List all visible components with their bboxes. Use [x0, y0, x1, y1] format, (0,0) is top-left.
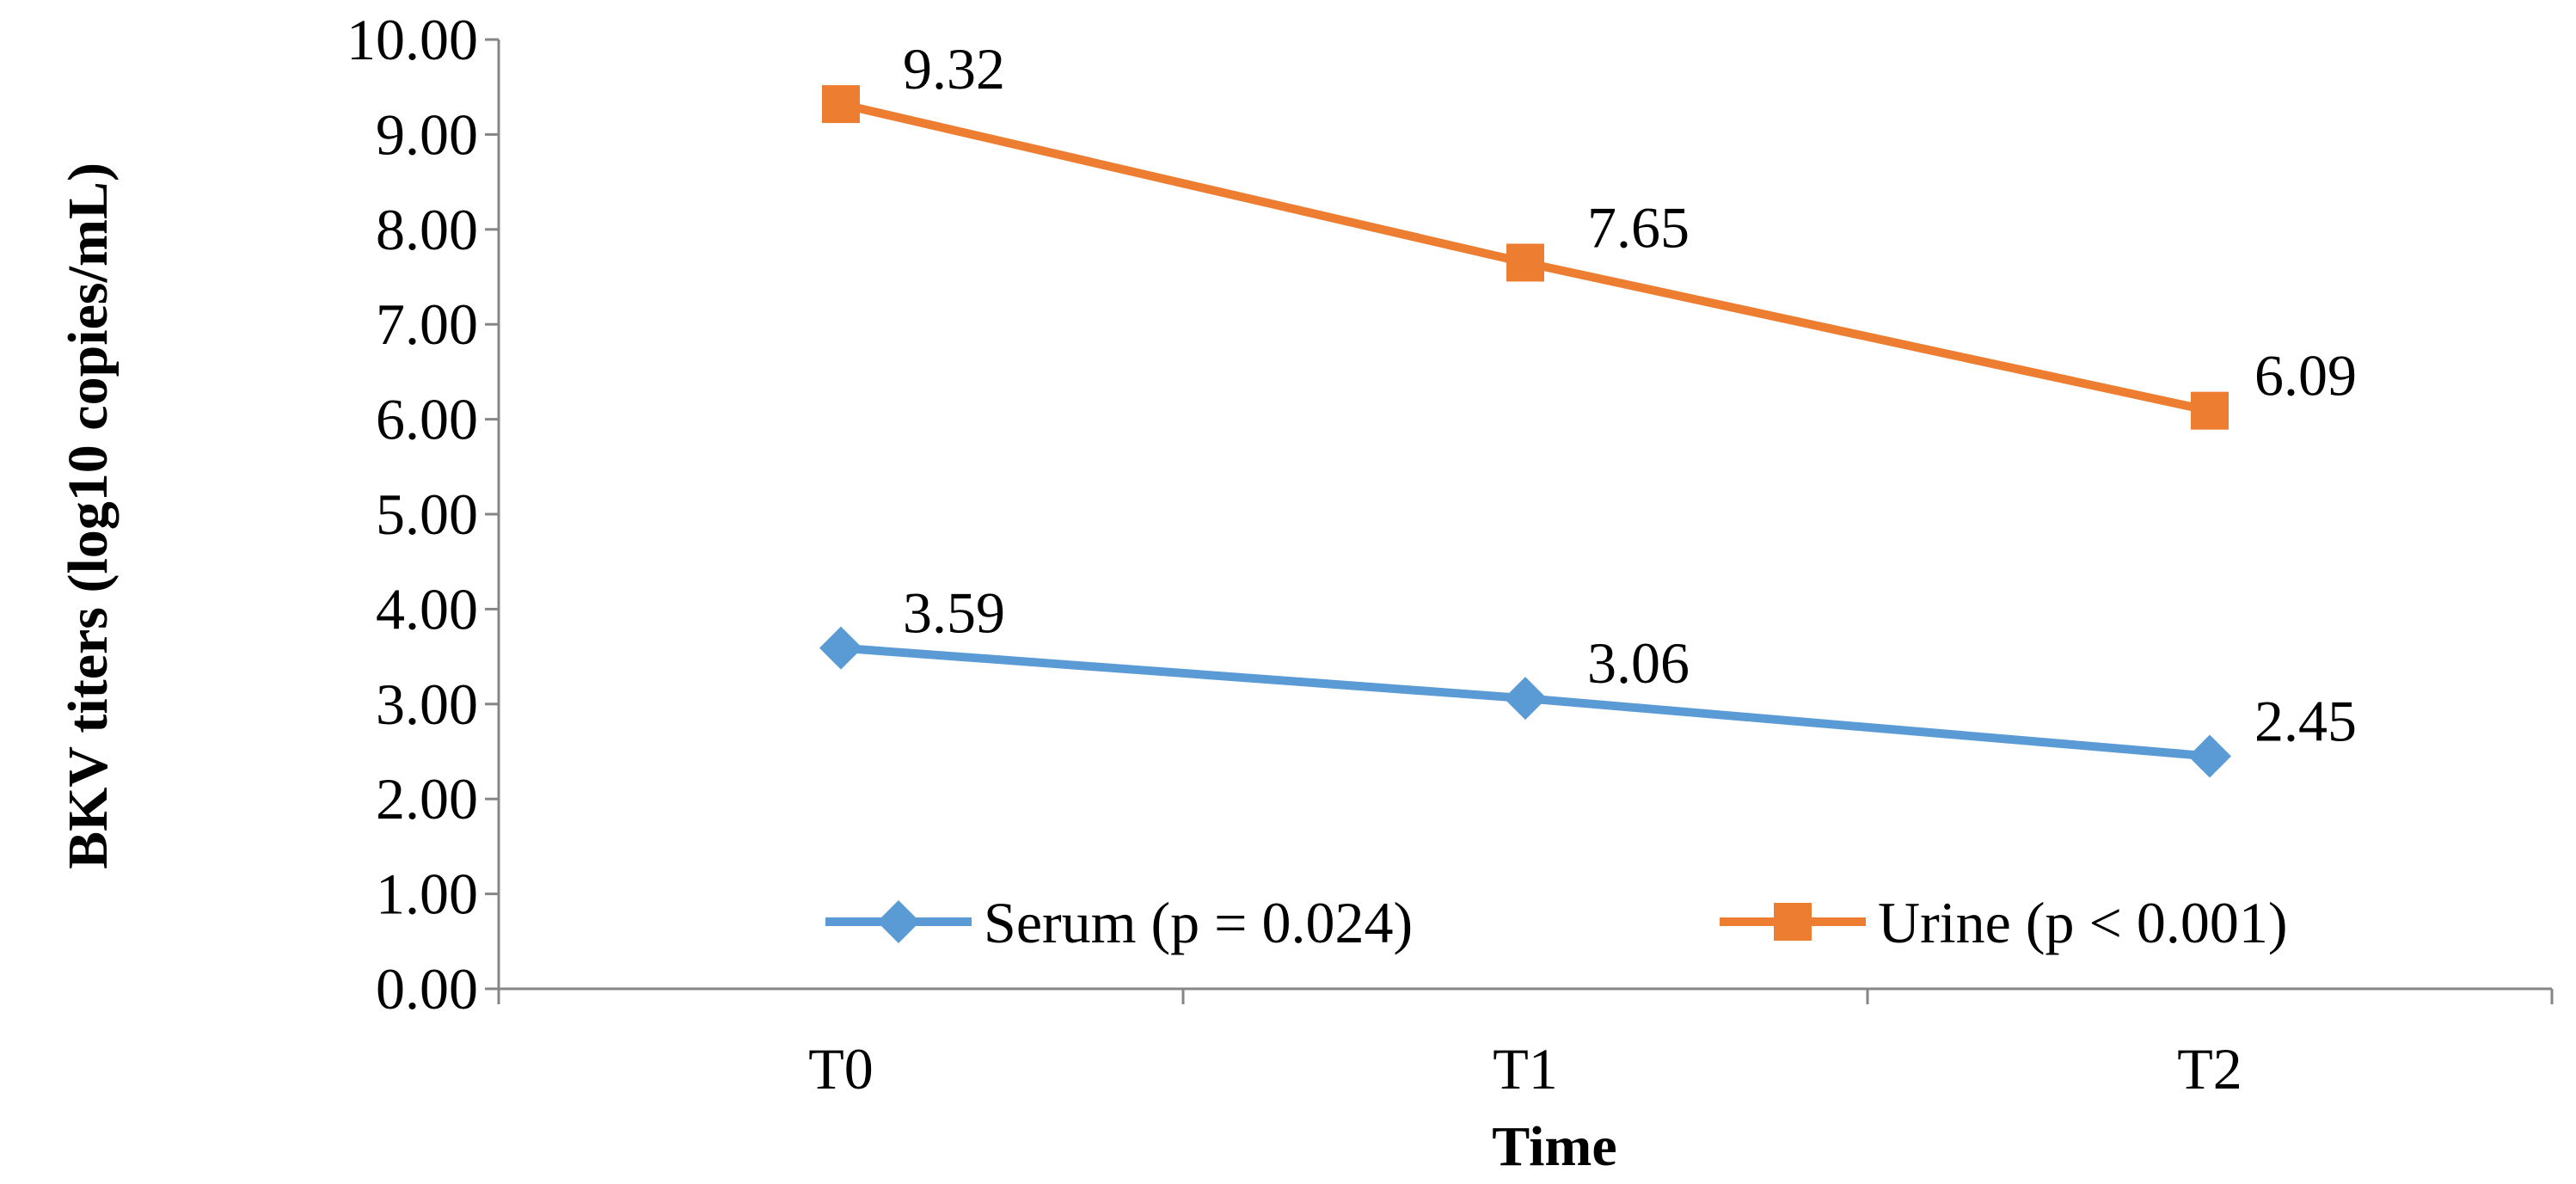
- square-marker: [1774, 903, 1812, 941]
- diamond-marker: [1504, 677, 1547, 721]
- diamond-marker: [819, 626, 862, 670]
- x-tick-label: T1: [1493, 1036, 1558, 1101]
- legend-label: Urine (p < 0.001): [1878, 890, 2287, 955]
- legend: Serum (p = 0.024) Urine (p < 0.001): [825, 890, 2287, 955]
- y-tick-label: 2.00: [376, 766, 478, 831]
- axes-group: [497, 40, 2552, 991]
- series-group: [819, 85, 2231, 778]
- y-tick-label: 7.00: [376, 291, 478, 357]
- data-labels-group: 3.59 3.06 2.45 9.32 7.65 6.09: [903, 36, 2357, 753]
- data-label: 3.06: [1587, 630, 1690, 696]
- x-tick-label: T2: [2177, 1036, 2242, 1101]
- y-tick-label: 5.00: [376, 482, 478, 547]
- square-marker: [2191, 391, 2229, 430]
- y-tick-label: 3.00: [376, 672, 478, 737]
- data-label: 9.32: [903, 36, 1005, 101]
- square-marker: [1506, 243, 1544, 282]
- data-label: 2.45: [2254, 689, 2357, 754]
- y-tick-label: 6.00: [376, 387, 478, 452]
- data-label: 3.59: [903, 580, 1005, 646]
- y-tick-label: 9.00: [376, 101, 478, 167]
- square-marker: [822, 85, 860, 124]
- y-tick-label: 1.00: [376, 862, 478, 927]
- diamond-marker: [2188, 734, 2231, 778]
- y-tick-label: 10.00: [347, 7, 478, 72]
- legend-label: Serum (p = 0.024): [984, 890, 1413, 955]
- y-axis-title: BKV titers (log10 copies/mL): [57, 163, 120, 869]
- y-tick-label: 4.00: [376, 576, 478, 641]
- y-ticks-group: 0.00 1.00 2.00 3.00 4.00 5.00 6.00 7.00 8.00 9.00…: [347, 7, 499, 1021]
- y-tick-label: 0.00: [376, 956, 478, 1021]
- diamond-marker: [877, 900, 920, 943]
- x-axis-title: Time: [1492, 1115, 1616, 1178]
- x-tick-label: T0: [808, 1036, 874, 1101]
- y-tick-label: 8.00: [376, 197, 478, 262]
- data-label: 7.65: [1587, 194, 1690, 260]
- data-label: 6.09: [2254, 343, 2357, 408]
- x-ticks-group: T0 T1 T2: [497, 989, 2554, 1101]
